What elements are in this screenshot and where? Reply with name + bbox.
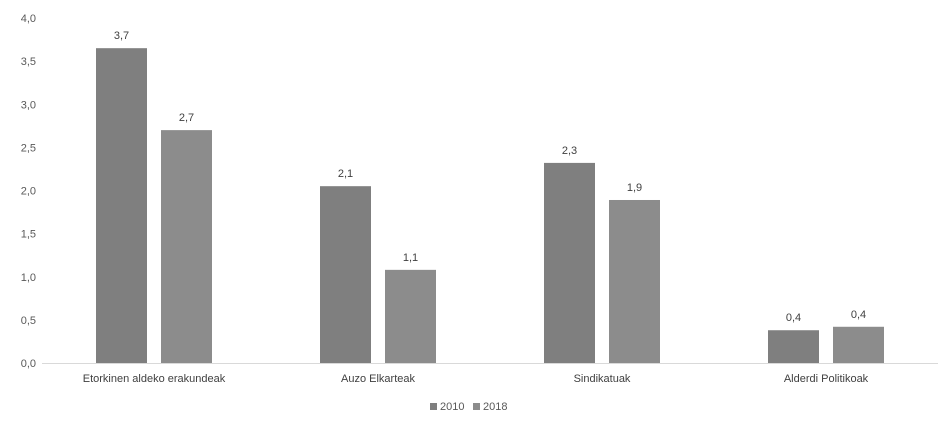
data-label: 0,4 [786,312,801,324]
x-axis: Etorkinen aldeko erakundeak Auzo Elkartea… [42,363,938,385]
y-tick-label: 2,5 [21,142,36,154]
data-label: 2,3 [562,145,577,157]
bar-2018-3 [833,326,884,363]
bar-2018-2 [609,199,660,363]
y-tick-label: 1,5 [21,229,36,241]
legend-label: 2010 [440,401,464,413]
data-label: 3,7 [114,30,129,42]
bar-2010-0 [96,48,147,363]
category-label: Sindikatuak [574,373,631,385]
data-labels: 3,7 2,7 2,1 1,1 2,3 1,9 0,4 0,4 [114,30,866,324]
category-label: Alderdi Politikoak [784,373,869,385]
y-tick-label: 4,0 [21,13,36,25]
data-label: 1,1 [403,252,418,264]
y-tick-label: 0,0 [21,358,36,370]
bar-2010-2 [544,162,595,363]
legend-swatch-2018 [473,403,480,410]
data-label: 2,1 [338,168,353,180]
bar-2018-0 [161,130,212,363]
data-label: 2,7 [179,112,194,124]
bar-2018-1 [385,269,436,363]
y-tick-label: 3,5 [21,56,36,68]
bars [96,48,884,363]
data-label: 0,4 [851,309,866,321]
legend-label: 2018 [483,401,507,413]
category-label: Etorkinen aldeko erakundeak [83,373,226,385]
bar-2010-1 [320,186,371,363]
y-tick-label: 1,0 [21,272,36,284]
y-tick-label: 2,0 [21,186,36,198]
y-tick-label: 0,5 [21,315,36,327]
legend-swatch-2010 [430,403,437,410]
y-tick-label: 3,0 [21,99,36,111]
y-axis: 0,0 0,5 1,0 1,5 2,0 2,5 3,0 3,5 4,0 [21,13,36,370]
legend: 2010 2018 [430,401,507,413]
data-label: 1,9 [627,182,642,194]
bar-2010-3 [768,330,819,363]
category-label: Auzo Elkarteak [341,373,415,385]
